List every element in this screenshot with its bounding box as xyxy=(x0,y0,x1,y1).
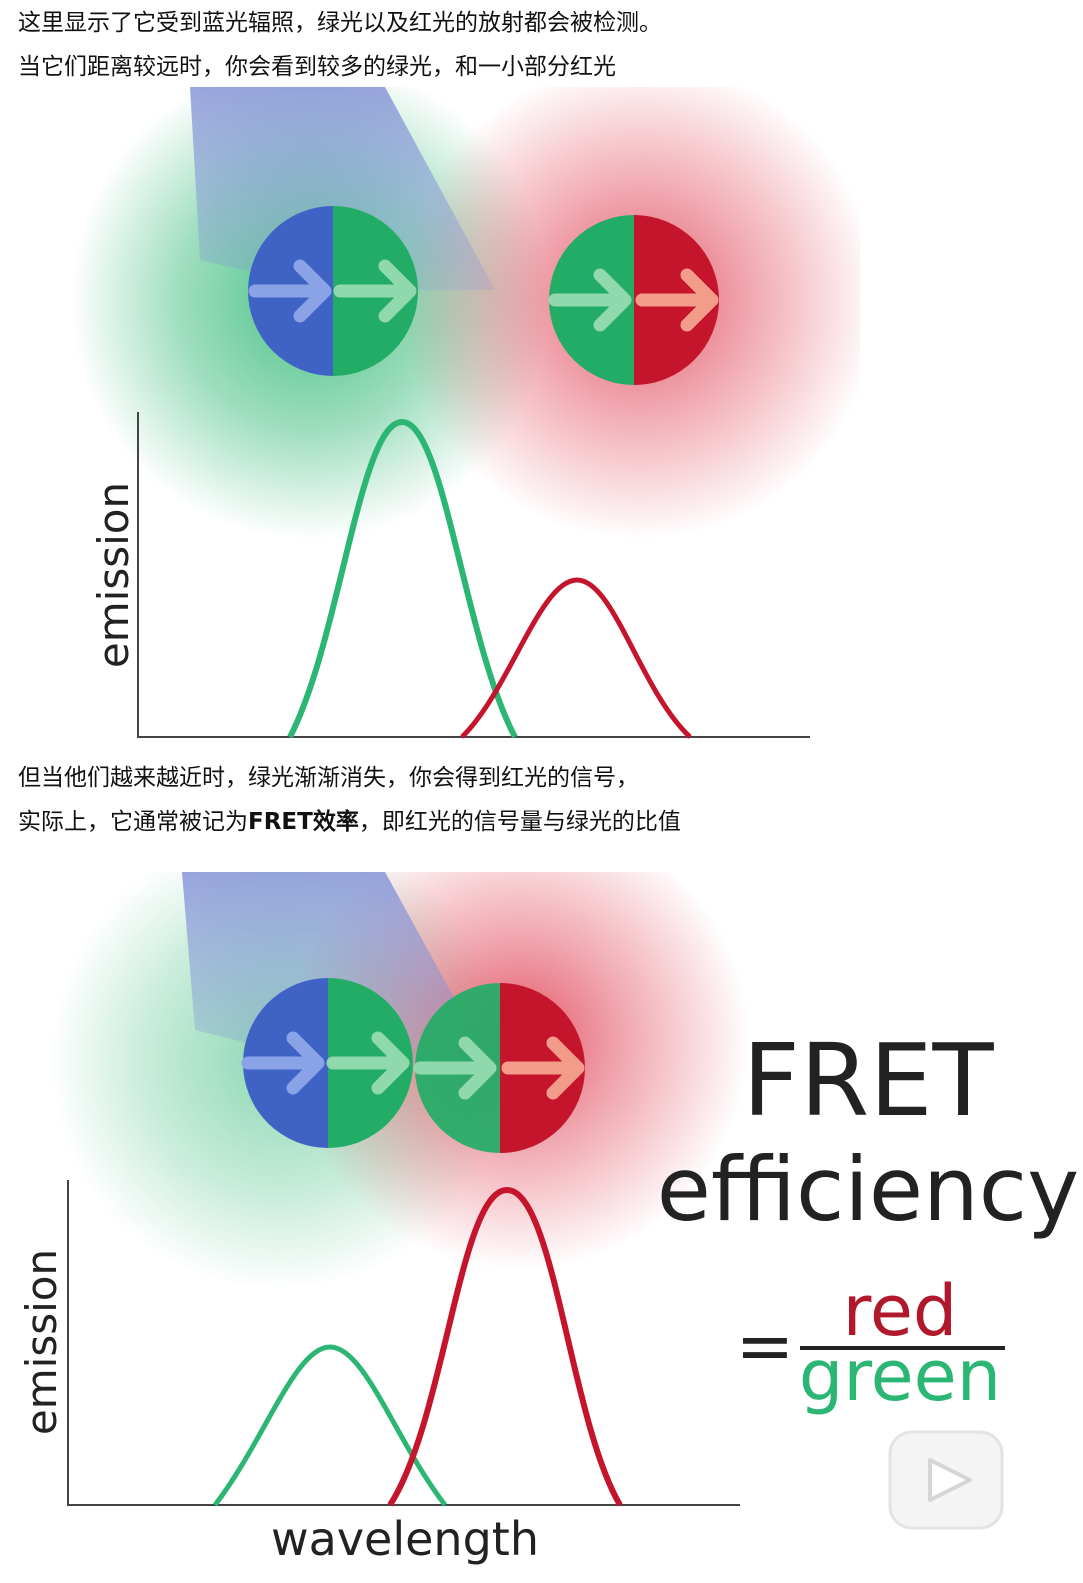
numerator: red xyxy=(843,1270,958,1352)
paragraph-line: 但当他们越来越近时，绿光渐渐消失，你会得到红光的信号， xyxy=(18,765,639,791)
equals-sign: = xyxy=(736,1305,795,1387)
x-axis-label: wavelength xyxy=(271,1512,539,1566)
play-icon xyxy=(888,1430,1004,1530)
text-run: 实际上，它通常被记为 xyxy=(18,809,248,835)
paragraph-line: 这里显示了它受到蓝光辐照，绿光以及红光的放射都会被检测。 xyxy=(18,10,662,36)
arrows xyxy=(248,259,719,332)
bold-run: FRET效率 xyxy=(248,808,359,835)
text-run: ，即红光的信号量与绿光的比值 xyxy=(359,809,681,835)
denominator: green xyxy=(799,1335,1001,1417)
figure-2: emission wavelength FRET efficiency = re… xyxy=(17,872,1079,1566)
y-axis-label: emission xyxy=(17,1249,66,1435)
green-curve xyxy=(287,418,518,739)
y-axis-label: emission xyxy=(89,482,138,668)
green-curve xyxy=(213,1344,447,1507)
paragraph-line: 当它们距离较远时，你会看到较多的绿光，和一小部分红光 xyxy=(18,54,616,80)
red-curve xyxy=(460,577,692,739)
formula-title: FRET xyxy=(742,1022,994,1139)
figure-1: emission xyxy=(70,87,860,739)
red-curve xyxy=(387,1186,623,1507)
paragraph-line: 实际上，它通常被记为FRET效率，即红光的信号量与绿光的比值 xyxy=(18,808,681,835)
formula-title: efficiency xyxy=(657,1138,1079,1241)
arrows xyxy=(241,1031,585,1100)
